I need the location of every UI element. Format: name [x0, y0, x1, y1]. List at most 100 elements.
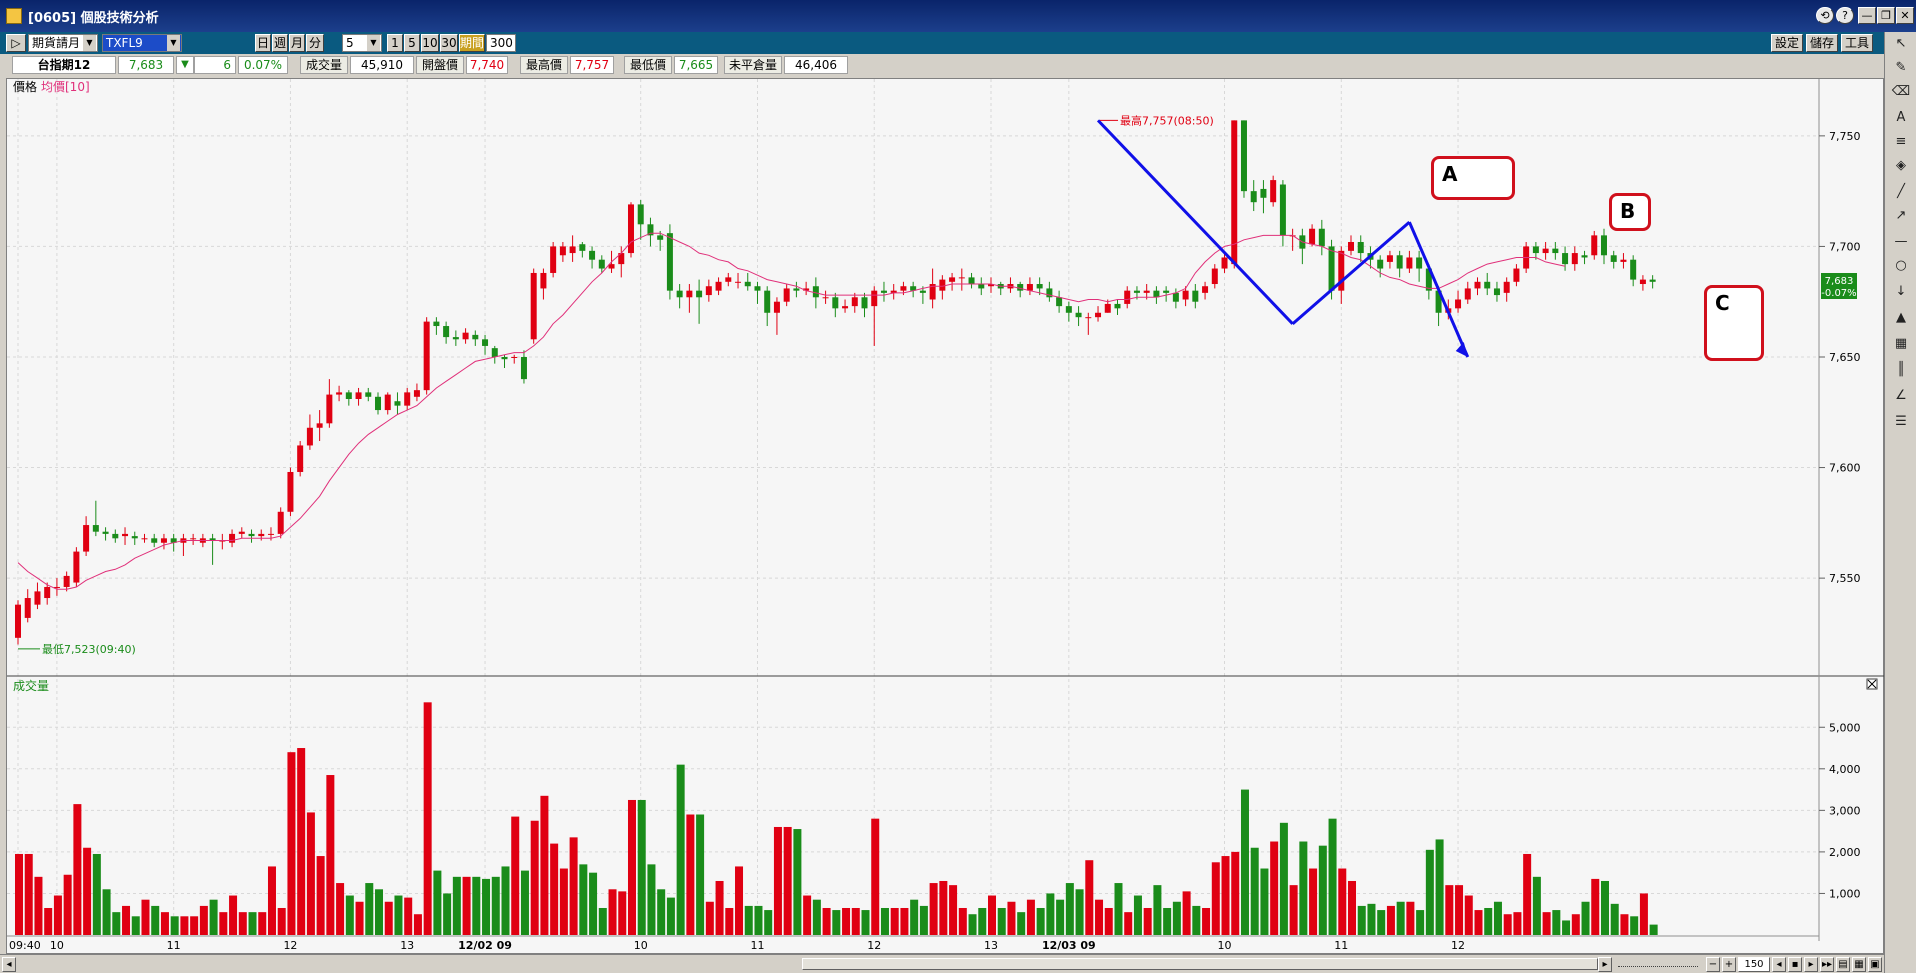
candle-body [63, 575, 70, 587]
minimize-button[interactable]: — [1858, 7, 1876, 24]
circle-tool-icon[interactable]: ○ [1895, 258, 1907, 273]
close-button[interactable]: ✕ [1896, 7, 1914, 24]
candle-body [647, 224, 654, 236]
candle [939, 275, 946, 300]
export-icon[interactable]: ▤ [1836, 957, 1850, 972]
period-month-button[interactable]: 月 [289, 34, 305, 52]
tools-button[interactable]: 工具 [1841, 34, 1873, 52]
refresh-icon[interactable]: ⟲ [1816, 7, 1834, 24]
volume-bar [1338, 868, 1347, 935]
candle-body [900, 286, 907, 291]
volume-bar [1639, 893, 1648, 935]
settings-button[interactable]: 設定 [1771, 34, 1803, 52]
nav-mid-icon[interactable]: ▪ [1788, 957, 1802, 972]
fib-tool-icon[interactable]: ☰ [1895, 414, 1907, 429]
save-button[interactable]: 儲存 [1806, 34, 1838, 52]
candle-body [336, 392, 343, 395]
play-button[interactable]: ▷ [6, 34, 26, 52]
volume-bar [1279, 822, 1288, 935]
callout-a: A [1431, 156, 1515, 200]
symbol-select[interactable]: TXFL9 [102, 34, 182, 52]
zoom-value[interactable]: 150 [1738, 957, 1770, 972]
candle-body [92, 525, 99, 532]
volume-bar [754, 905, 763, 935]
options-icon[interactable]: ▣ [1868, 957, 1882, 972]
quick-10-button[interactable]: 10 [421, 34, 439, 52]
volume-bar [404, 897, 413, 935]
nav-end-icon[interactable]: ▸▸ [1820, 957, 1834, 972]
horizontal-lines-icon[interactable]: ≡ [1895, 134, 1907, 149]
volume-bar [900, 907, 909, 935]
volume-bar [520, 870, 529, 935]
fill-icon[interactable]: ◈ [1896, 158, 1906, 173]
quick-30-button[interactable]: 30 [440, 34, 458, 52]
scroll-right-icon[interactable]: ▸ [1598, 957, 1612, 972]
period-week-button[interactable]: 週 [272, 34, 288, 52]
candle [112, 529, 119, 543]
volume-bar [744, 905, 753, 935]
hline-tool-icon[interactable]: — [1894, 234, 1908, 249]
candle-body [1318, 228, 1325, 247]
scroll-left-icon[interactable]: ◂ [2, 957, 16, 972]
candle [1007, 277, 1014, 293]
eraser-icon[interactable]: ⌫ [1891, 84, 1911, 99]
time-tick-label: 12 [867, 939, 881, 952]
period-minute-button[interactable]: 分 [306, 34, 324, 52]
volume-bar [1591, 878, 1600, 935]
candle [968, 272, 975, 289]
print-icon[interactable]: ▦ [1852, 957, 1866, 972]
candle [1075, 306, 1082, 327]
restore-button[interactable]: ❐ [1877, 7, 1895, 24]
grid-tool-icon[interactable]: ▦ [1894, 336, 1908, 351]
period-value-input[interactable]: 300 [486, 34, 516, 52]
zoom-slider[interactable] [1618, 961, 1698, 967]
text-tool-icon[interactable]: A [1896, 110, 1906, 125]
candle [209, 533, 216, 565]
candle-body [73, 551, 80, 583]
chart-area[interactable]: 價格 均價[10] 成交量 7,750 7,700 7,650 7,600 7,550 … [6, 78, 1885, 955]
candle [63, 571, 70, 592]
quick-5-button[interactable]: 5 [404, 34, 420, 52]
scrollbar-thumb[interactable] [802, 958, 1598, 970]
contract-select[interactable]: 期貨請月 [28, 34, 98, 52]
period-label-button[interactable]: 期間 [459, 34, 485, 52]
arrow-tool-icon[interactable]: ↗ [1895, 208, 1907, 223]
candle [1571, 246, 1578, 271]
candle-body [1562, 253, 1569, 265]
volume-bar [1085, 860, 1094, 935]
pen-icon[interactable]: ✎ [1895, 60, 1907, 75]
candle-body [316, 423, 323, 428]
candle [1338, 246, 1345, 304]
volume-panel-close-icon[interactable] [1866, 678, 1878, 690]
candle-body [1056, 297, 1063, 307]
cursor-icon[interactable]: ↖ [1895, 36, 1907, 51]
nav-prev-icon[interactable]: ◂ [1772, 957, 1786, 972]
chart-canvas[interactable]: 價格 均價[10] 成交量 7,7507,7007,6507,6007,550 … [7, 79, 1885, 955]
candle-body [365, 392, 372, 397]
pin-tool-icon[interactable]: ↓ [1895, 284, 1907, 299]
candle-body [735, 281, 742, 283]
volume-bar [1065, 883, 1074, 935]
zoom-in-icon[interactable]: + [1722, 957, 1736, 972]
help-icon[interactable]: ? [1836, 7, 1854, 24]
candle-body [1270, 180, 1277, 203]
candle [34, 582, 41, 610]
period-day-button[interactable]: 日 [255, 34, 271, 52]
candle-body [1211, 268, 1218, 285]
volume-bar [1017, 912, 1026, 935]
candle [647, 217, 654, 247]
candle-body [1221, 257, 1228, 269]
fan-tool-icon[interactable]: ∠ [1895, 388, 1907, 403]
volume-bar [1289, 885, 1298, 935]
interval-select[interactable]: 5 [342, 34, 382, 52]
candle [579, 242, 586, 258]
quick-1-button[interactable]: 1 [387, 34, 403, 52]
candle-body [676, 290, 683, 298]
line-tool-icon[interactable]: ╱ [1897, 184, 1905, 199]
color-tool-icon[interactable]: ▲ [1896, 310, 1906, 325]
bars-tool-icon[interactable]: ║ [1897, 362, 1905, 377]
volume-bar [1406, 901, 1415, 935]
zoom-out-icon[interactable]: − [1706, 957, 1720, 972]
nav-next-icon[interactable]: ▸ [1804, 957, 1818, 972]
time-tick-label: 12/02 09 [458, 939, 512, 952]
